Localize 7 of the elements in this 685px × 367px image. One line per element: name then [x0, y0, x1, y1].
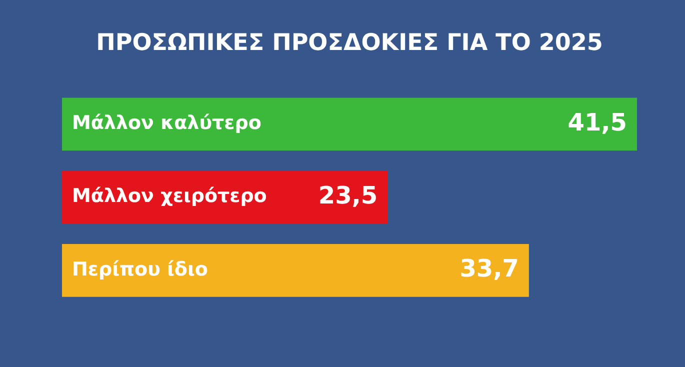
chart-title: ΠΡΟΣΩΠΙΚΕΣ ΠΡΟΣΔΟΚΙΕΣ ΓΙΑ ΤΟ 2025 [96, 30, 603, 56]
data-label: 33,7 [460, 254, 519, 283]
data-label: 41,5 [568, 108, 627, 136]
y-tick-label: Μάλλον χειρότερο [72, 185, 267, 208]
y-tick-label: Μάλλον καλύτερο [72, 112, 262, 134]
y-tick-label: Περίπου ίδιο [72, 258, 208, 280]
data-label: 23,5 [318, 182, 378, 210]
